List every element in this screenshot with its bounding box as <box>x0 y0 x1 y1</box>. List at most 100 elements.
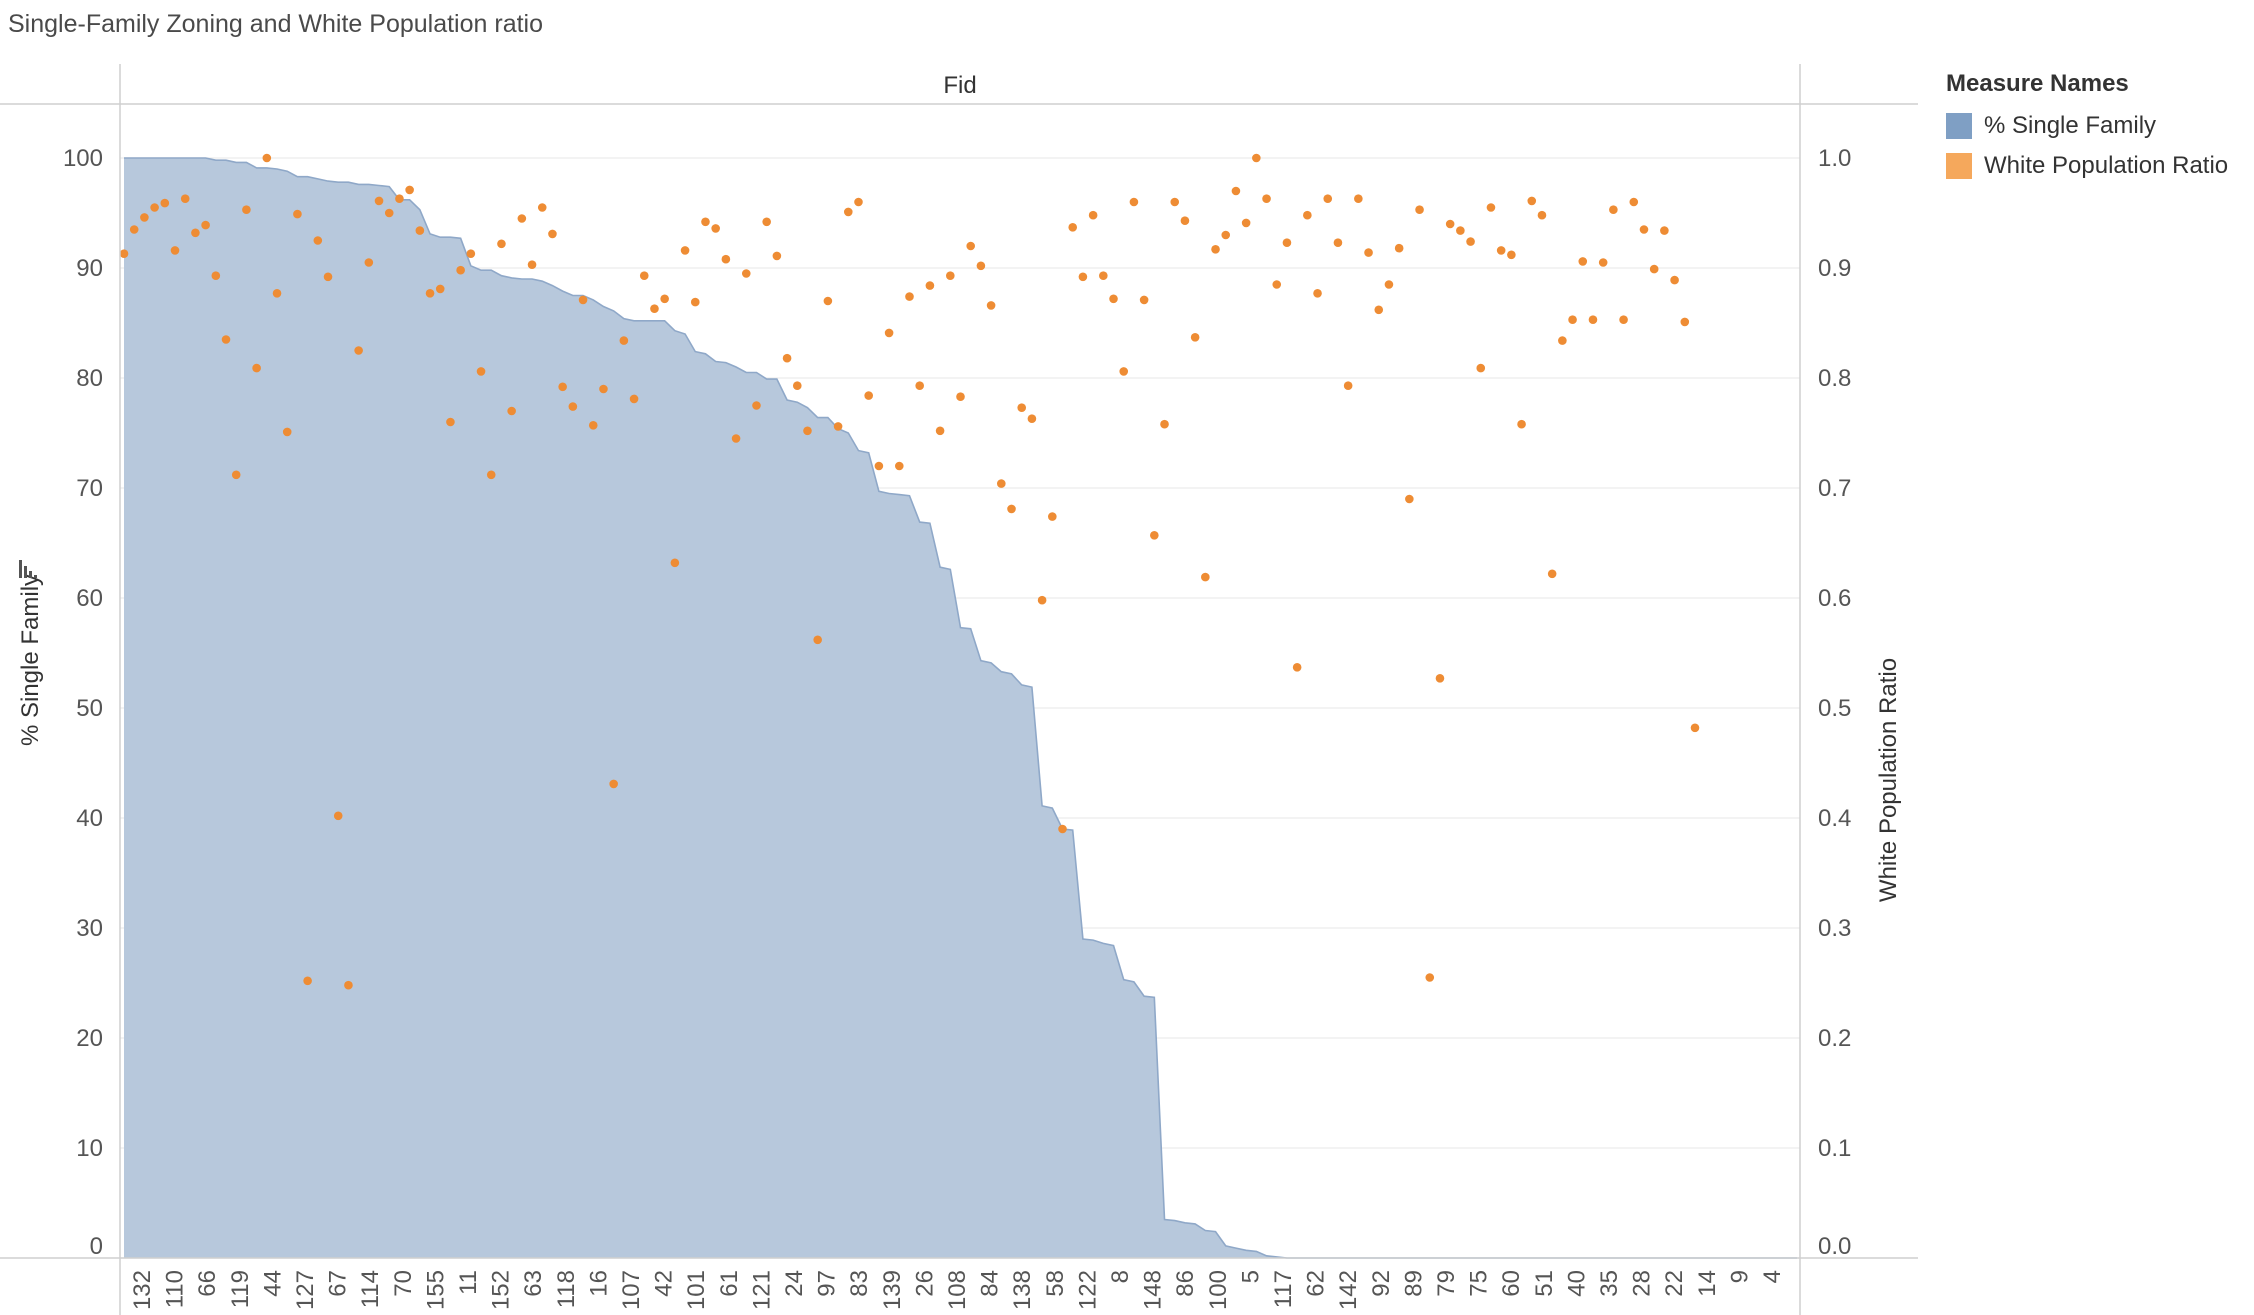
data-point <box>874 461 884 471</box>
x-tick-label: 127 <box>292 1270 319 1310</box>
data-point <box>1343 381 1353 391</box>
x-tick-label: 4 <box>1759 1270 1786 1283</box>
left-axis-ticks: 0 10 20 30 40 50 60 70 80 90 100 <box>63 145 103 1260</box>
data-point <box>997 479 1006 488</box>
legend-item-single-family[interactable]: % Single Family <box>1946 106 2228 146</box>
data-point <box>425 289 435 298</box>
data-point <box>650 304 659 314</box>
data-point <box>670 558 680 568</box>
x-tick-label: 142 <box>1335 1270 1362 1310</box>
data-point <box>1109 294 1118 304</box>
data-point <box>568 402 578 411</box>
right-tick-label: 0.8 <box>1818 365 1851 392</box>
left-tick-label: 40 <box>76 805 103 832</box>
data-point <box>609 779 618 789</box>
left-tick-label: 100 <box>63 145 103 172</box>
data-point <box>1568 315 1577 325</box>
x-tick-label: 75 <box>1466 1270 1493 1297</box>
data-point <box>956 392 965 402</box>
data-point <box>1180 216 1190 225</box>
data-point <box>578 295 588 305</box>
data-point <box>588 421 598 430</box>
x-tick-label: 11 <box>455 1270 482 1295</box>
data-point <box>1670 275 1679 285</box>
left-tick-label: 80 <box>76 365 103 392</box>
data-point <box>1160 419 1169 429</box>
x-tick-label: 92 <box>1368 1270 1395 1297</box>
data-point <box>119 249 129 258</box>
data-point <box>660 294 669 304</box>
x-tick-label: 138 <box>1009 1270 1036 1310</box>
data-point <box>160 198 170 208</box>
right-tick-label: 0.6 <box>1818 585 1851 612</box>
data-point <box>1068 223 1078 232</box>
data-point <box>1129 197 1139 207</box>
left-tick-label: 50 <box>76 695 103 722</box>
data-point <box>619 336 629 345</box>
data-point <box>782 353 792 363</box>
x-tick-label: 67 <box>325 1270 352 1297</box>
data-point <box>854 197 863 207</box>
data-point <box>333 811 343 821</box>
data-point <box>1272 280 1282 289</box>
legend-item-white-ratio[interactable]: White Population Ratio <box>1946 146 2228 186</box>
left-tick-label: 20 <box>76 1025 103 1052</box>
data-point <box>374 196 384 206</box>
data-point <box>507 406 516 416</box>
right-axis-ticks: 0.0 0.1 0.2 0.3 0.4 0.5 0.6 0.7 0.8 0.9 1.0 <box>1818 145 1851 1260</box>
data-point <box>1486 203 1496 212</box>
data-point <box>1415 205 1424 214</box>
data-point <box>211 271 221 281</box>
data-point <box>1211 245 1220 254</box>
right-tick-label: 0.1 <box>1818 1135 1851 1162</box>
data-point <box>680 246 690 255</box>
right-tick-label: 0.0 <box>1818 1233 1851 1260</box>
legend-title: Measure Names <box>1946 70 2129 97</box>
data-point <box>323 272 333 282</box>
x-tick-label: 84 <box>977 1270 1004 1297</box>
x-tick-label: 35 <box>1596 1270 1623 1297</box>
legend-swatch-white-ratio <box>1946 153 1972 179</box>
data-point <box>1139 295 1149 305</box>
data-point <box>976 261 986 271</box>
axis-sort-icon[interactable] <box>19 560 37 578</box>
x-tick-label: 132 <box>129 1270 156 1310</box>
x-tick-label: 62 <box>1303 1270 1330 1297</box>
left-tick-label: 30 <box>76 915 103 942</box>
chart-title: Single-Family Zoning and White Populatio… <box>8 10 543 38</box>
x-tick-label: 44 <box>259 1270 286 1297</box>
data-point <box>772 251 782 261</box>
data-point <box>262 153 272 163</box>
data-point <box>405 185 414 195</box>
data-point <box>446 417 455 427</box>
left-tick-label: 90 <box>76 255 103 282</box>
left-tick-label: 0 <box>90 1233 103 1260</box>
data-point <box>1537 210 1547 220</box>
legend: Measure Names % Single Family White Popu… <box>1946 70 2228 186</box>
data-point <box>1588 315 1598 325</box>
data-point <box>242 205 251 214</box>
data-point <box>1517 419 1526 429</box>
data-point <box>1262 194 1271 203</box>
right-tick-label: 0.7 <box>1818 475 1851 502</box>
data-point <box>140 213 149 222</box>
data-point <box>180 194 190 203</box>
data-point <box>354 346 363 355</box>
x-axis-ticks: 132 110 66 119 44 127 67 114 70 155 11 152 63 118 16 10… <box>129 1270 1786 1310</box>
data-point <box>905 292 914 301</box>
data-point <box>1394 243 1404 253</box>
data-point <box>1252 153 1261 163</box>
x-tick-label: 61 <box>716 1270 743 1297</box>
data-point <box>1017 403 1027 413</box>
data-point <box>1649 264 1659 274</box>
x-tick-label: 14 <box>1694 1270 1721 1297</box>
x-tick-label: 22 <box>1661 1270 1688 1297</box>
data-point <box>1609 205 1618 214</box>
data-point <box>701 217 710 227</box>
data-point <box>1078 272 1088 282</box>
data-point <box>1466 237 1475 246</box>
data-point <box>894 461 904 471</box>
x-tick-label: 51 <box>1531 1270 1558 1297</box>
x-tick-label: 28 <box>1629 1270 1656 1297</box>
data-point <box>201 220 210 230</box>
